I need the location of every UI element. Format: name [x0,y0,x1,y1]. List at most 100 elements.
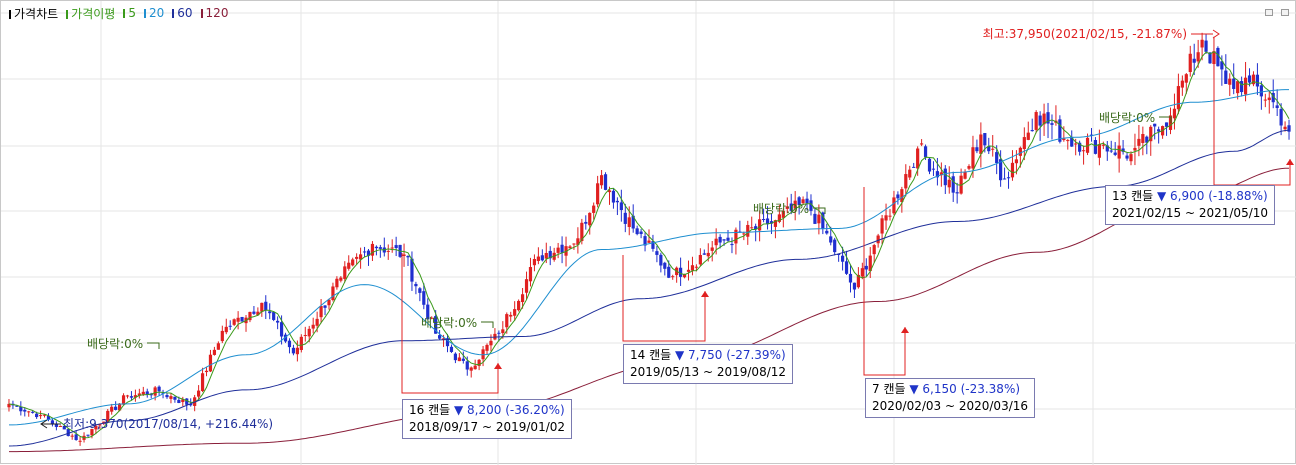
candle-body [1283,126,1287,130]
candle-body [1157,129,1161,132]
chart-legend: 가격차트 가격이평 5 20 60 120 [7,5,234,21]
candle-body [1196,52,1200,62]
candle-body [722,239,726,241]
candle-body [801,199,805,204]
candle-body [544,253,548,259]
maximize-button[interactable] [1281,9,1289,16]
candle-body [840,255,845,262]
candle-body [165,395,169,398]
candle-body [422,291,426,305]
candle-body [327,299,331,306]
candle-body [181,399,185,403]
candle-body [358,254,363,260]
candle-body [46,415,51,420]
candle-body [833,239,837,253]
candle-body [671,276,675,278]
candle-body [220,330,224,342]
candle-body [197,390,201,397]
candle-body [19,406,23,412]
decline-date-range: 2018/09/17 ~ 2019/01/02 [409,420,566,434]
candle-body [177,399,181,404]
legend-label: 20 [148,6,165,20]
candle-body [1192,58,1196,63]
candle-body [228,325,232,327]
candle-count: 14 캔들 [630,348,675,362]
candle-body [592,205,596,213]
candle-body [1287,125,1291,132]
candle-body [331,286,335,301]
candle-body [189,403,193,406]
candle-body [1093,140,1098,154]
candle-body [825,230,829,234]
candle-body [754,226,758,230]
decline-date-range: 2019/05/13 ~ 2019/08/12 [630,365,787,379]
candle-body [157,386,161,392]
candle-body [438,335,442,339]
candle-body [793,200,797,209]
candle-body [706,252,710,257]
candle-body [520,294,525,303]
candle-body [884,215,888,221]
candle-body [852,282,857,290]
candle-body [540,255,544,261]
candle-body [663,262,667,269]
legend-marker [66,9,69,19]
legend-marker [143,9,146,18]
low-price-label: 최저:9,370(2017/08/14, +216.44%) [63,417,273,431]
candle-body [497,332,501,334]
candle-body [481,349,485,360]
candle-body [276,320,280,323]
candle-body [991,148,995,150]
candle-body [1081,150,1086,152]
candle-body [394,245,398,249]
candle-body [291,347,296,354]
decline-summary: 14 캔들 ▼ 7,750 (-27.39%) [630,347,786,364]
candle-body [268,311,272,314]
legend-item: 20 [142,6,164,20]
candle-body [339,277,343,281]
candle-body [789,203,793,211]
candle-body [1200,39,1204,48]
candle-body [785,206,789,209]
decline-amount: 6,900 (-18.88%) [1170,189,1268,203]
candle-body [469,367,473,371]
candle-body [90,429,94,436]
candle-body [15,405,19,407]
decline-amount: 6,150 (-23.38%) [922,382,1021,396]
candle-body [94,425,98,430]
down-triangle-icon: ▼ [453,403,468,417]
candle-body [777,214,781,222]
candle-body [556,247,560,253]
decline-bracket [863,187,906,376]
candle-body [58,425,62,427]
candle-count: 16 캔들 [409,403,454,417]
candle-body [137,393,141,396]
candle-body [35,413,39,418]
candle-body [260,302,264,312]
candle-body [1216,47,1220,67]
candle-body [457,357,461,362]
candle-body [173,396,177,400]
candle-body [655,251,659,255]
candle-body [449,346,454,352]
candle-body [987,146,991,152]
candle-body [627,217,631,228]
candle-body [1105,145,1109,152]
candle-body [347,262,351,269]
candle-body [240,316,244,322]
candle-body [323,305,327,308]
candle-body [386,250,390,252]
dividend-marker [147,342,160,349]
candle-body [1164,122,1169,127]
minimize-button[interactable] [1265,9,1273,16]
legend-label: 5 [128,6,136,20]
candle-body [1240,81,1244,93]
candle-body [1255,74,1260,87]
candle-body [860,268,864,277]
candle-body [710,247,714,251]
candle-body [923,146,928,158]
candle-body [682,274,687,278]
candle-body [750,227,754,229]
